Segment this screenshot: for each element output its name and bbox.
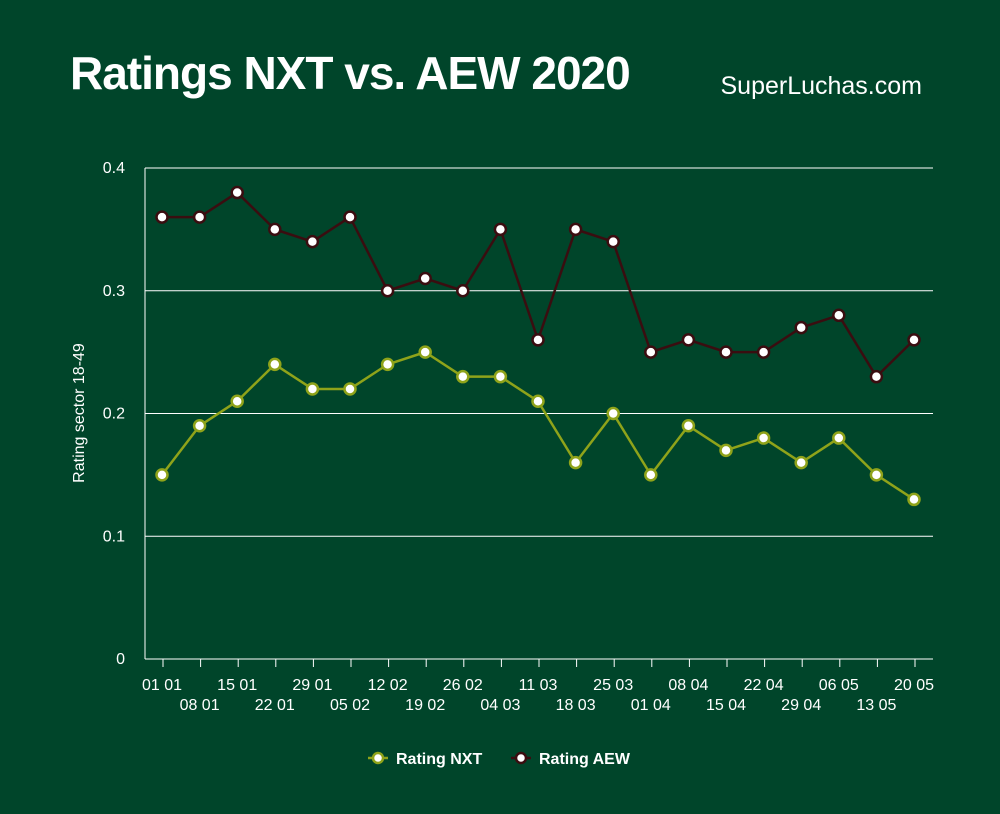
legend-label: Rating NXT (396, 751, 482, 768)
data-point-rating-aew (644, 345, 658, 359)
x-tick-label: 26 02 (443, 677, 483, 694)
data-point-rating-nxt (907, 492, 921, 507)
data-point-rating-aew (794, 320, 808, 335)
y-tick-label: 0.2 (103, 406, 125, 423)
legend: Rating NXT Rating AEW (368, 751, 631, 768)
data-point-rating-aew (380, 284, 395, 298)
gridlines (145, 167, 933, 537)
data-point-rating-aew (606, 234, 620, 249)
data-point-rating-nxt (719, 443, 733, 458)
x-tick-label: 15 01 (217, 677, 257, 694)
data-point-rating-nxt (305, 382, 320, 396)
x-tick-label: 12 02 (368, 677, 408, 694)
data-point-rating-nxt (155, 468, 169, 482)
series-rating-nxt (155, 345, 921, 507)
x-tick-label: 19 02 (405, 697, 445, 714)
x-tick-label: 05 02 (330, 697, 370, 714)
data-point-rating-nxt (832, 431, 846, 445)
data-point-rating-aew (907, 333, 921, 347)
x-tick-labels: 01 01 08 01 15 01 22 01 29 01 05 02 12 02 19 02… (142, 677, 934, 714)
legend-item-rating-nxt: Rating NXT (368, 751, 482, 768)
data-point-rating-nxt (493, 369, 508, 384)
data-point-rating-aew (268, 222, 282, 237)
data-point-rating-aew (832, 308, 846, 323)
data-point-rating-nxt (380, 357, 395, 372)
series-group (155, 185, 921, 507)
brand-watermark: SuperLuchas.com (720, 72, 922, 100)
data-point-rating-aew (531, 333, 545, 347)
data-point-rating-aew (719, 345, 733, 359)
data-point-rating-nxt (531, 394, 545, 408)
data-point-rating-aew (493, 222, 508, 237)
legend-swatch-marker (371, 751, 385, 765)
data-point-rating-aew (869, 369, 884, 384)
x-tick-label: 11 03 (519, 677, 558, 694)
data-point-rating-aew (305, 234, 320, 249)
data-point-rating-aew (568, 222, 583, 237)
data-point-rating-aew (155, 210, 169, 224)
data-point-rating-aew (681, 333, 696, 347)
data-point-rating-aew (343, 210, 357, 224)
x-tick-label: 25 03 (593, 677, 633, 694)
data-point-rating-nxt (568, 455, 583, 470)
data-point-rating-nxt (192, 419, 207, 433)
x-tick-label: 06 05 (819, 677, 859, 694)
x-tick-label: 20 05 (894, 677, 934, 694)
x-tick-label: 04 03 (480, 697, 520, 714)
legend-label: Rating AEW (539, 751, 631, 768)
data-point-rating-nxt (756, 431, 771, 445)
y-axis-title: Rating sector 18-49 (71, 343, 88, 483)
y-tick-label: 0.1 (103, 528, 125, 545)
data-point-rating-aew (456, 284, 470, 298)
series-line-rating-aew (162, 191, 915, 378)
y-tick-label: 0.4 (103, 160, 125, 177)
x-tick-label: 22 01 (255, 697, 295, 714)
data-point-rating-nxt (644, 468, 658, 482)
x-tick-label: 08 04 (668, 677, 708, 694)
legend-item-rating-aew: Rating AEW (511, 751, 631, 768)
y-tick-labels: 0 0.1 0.2 0.3 0.4 (103, 160, 125, 668)
x-tick-label: 01 04 (631, 697, 671, 714)
data-point-rating-nxt (681, 419, 696, 433)
x-tick-label: 29 04 (781, 697, 821, 714)
axes (144, 168, 933, 667)
data-point-rating-nxt (230, 394, 244, 408)
x-tick-label: 15 04 (706, 697, 746, 714)
x-tick-label: 01 01 (142, 677, 182, 694)
data-point-rating-nxt (418, 345, 432, 359)
data-point-rating-aew (192, 210, 207, 224)
legend-swatch-marker (514, 751, 528, 765)
series-line-rating-nxt (161, 350, 915, 501)
data-point-rating-aew (230, 185, 244, 200)
y-tick-label: 0.3 (103, 283, 125, 300)
x-tick-label: 29 01 (292, 677, 332, 694)
x-tick-label: 13 05 (856, 697, 896, 714)
x-tick-label: 18 03 (556, 697, 596, 714)
data-point-rating-nxt (606, 406, 620, 421)
data-point-rating-nxt (268, 357, 282, 372)
y-tick-label: 0 (116, 651, 125, 668)
data-point-rating-nxt (869, 468, 884, 482)
data-point-rating-nxt (456, 369, 470, 384)
data-point-rating-aew (418, 271, 432, 286)
x-tick-label: 22 04 (744, 677, 784, 694)
series-rating-aew (155, 185, 921, 384)
data-point-rating-nxt (343, 382, 357, 396)
data-point-rating-nxt (794, 455, 808, 470)
x-tick-label: 08 01 (180, 697, 220, 714)
data-point-rating-aew (756, 345, 771, 359)
chart-title: Ratings NXT vs. AEW 2020 (70, 47, 631, 99)
